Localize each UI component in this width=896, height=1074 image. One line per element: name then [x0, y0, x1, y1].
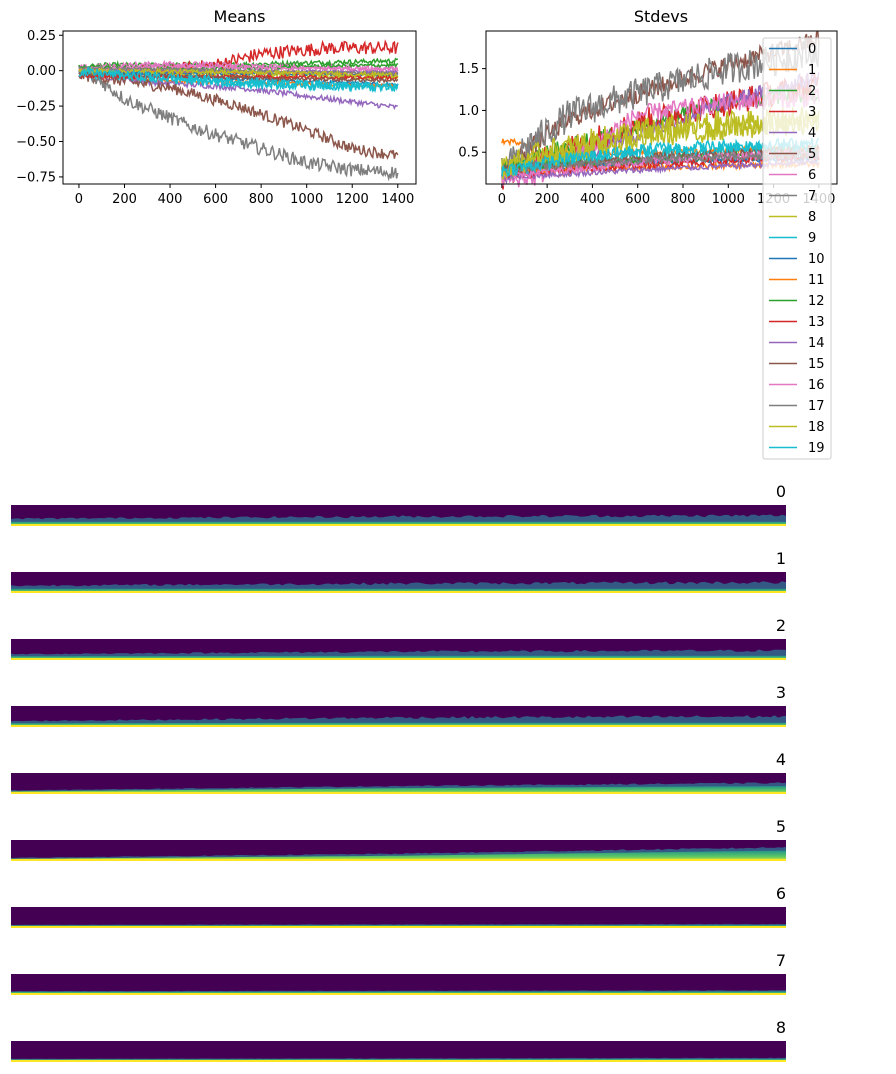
heatmap-panel-2: 2 — [11, 616, 786, 660]
means-title: Means — [214, 7, 266, 26]
stdevs-axes-frame — [485, 30, 838, 185]
stdevs-y-tick-label: 0.5 — [458, 146, 479, 161]
means-y-tick-label: −0.25 — [16, 100, 56, 115]
means-x-tick-label: 1000 — [290, 192, 323, 207]
means-series-line-7 — [78, 67, 399, 182]
means-series-line-5 — [78, 69, 399, 160]
stdevs-x-tick-label: 800 — [671, 192, 696, 207]
legend-label-12: 12 — [808, 294, 825, 309]
stdevs-x-tick-label: 400 — [580, 192, 605, 207]
heatmap-background — [11, 1041, 786, 1062]
heatmap-panel-1: 1 — [11, 549, 786, 593]
means-chart: Means 0 200 400 600 800 1000 1200 1400 −0.75 −0.5… — [16, 7, 417, 207]
heatmap-bottom-edge — [11, 725, 786, 727]
heatmap-title: 8 — [776, 1018, 786, 1037]
legend-label-16: 16 — [808, 378, 825, 393]
legend-label-2: 2 — [808, 84, 816, 99]
heatmap-panel-3: 3 — [11, 683, 786, 727]
legend-label-17: 17 — [808, 399, 825, 414]
legend-label-15: 15 — [808, 357, 825, 372]
heatmap-panel-5: 5 — [11, 817, 786, 861]
heatmap-bottom-edge — [11, 792, 786, 794]
means-x-tick-label: 400 — [158, 192, 183, 207]
means-x-tick-label: 800 — [249, 192, 274, 207]
means-series-line-18 — [78, 66, 399, 79]
means-axes-frame — [62, 30, 417, 185]
means-ticks: 0 200 400 600 800 1000 1200 1400 −0.75 −0.50 −0.25… — [16, 29, 414, 207]
stdevs-y-tick-label: 1.5 — [458, 62, 479, 77]
means-x-tick-label: 600 — [203, 192, 228, 207]
heatmap-panel-0: 0 — [11, 482, 786, 526]
stdevs-x-tick-label: 200 — [535, 192, 560, 207]
heatmap-bottom-edge — [11, 591, 786, 593]
heatmap-bottom-edge — [11, 859, 786, 861]
heatmap-bottom-edge — [11, 1060, 786, 1062]
heatmap-title: 5 — [776, 817, 786, 836]
legend-label-8: 8 — [808, 210, 816, 225]
legend-label-5: 5 — [808, 147, 816, 162]
legend-label-3: 3 — [808, 105, 816, 120]
heatmap-bottom-edge — [11, 658, 786, 660]
means-x-tick-label: 200 — [112, 192, 137, 207]
legend-label-11: 11 — [808, 273, 825, 288]
legend-label-1: 1 — [808, 63, 816, 78]
means-x-tick-label: 1200 — [336, 192, 369, 207]
heatmap-title: 6 — [776, 884, 786, 903]
heatmap-title: 2 — [776, 616, 786, 635]
heatmap-panel-4: 4 — [11, 750, 786, 794]
heatmap-bottom-edge — [11, 926, 786, 928]
heatmap-panel-8: 8 — [11, 1018, 786, 1062]
heatmap-bottom-edge — [11, 993, 786, 995]
stdevs-title: Stdevs — [634, 7, 688, 26]
means-y-tick-label: −0.75 — [16, 170, 56, 185]
means-y-tick-label: 0.00 — [27, 64, 56, 79]
legend-label-7: 7 — [808, 189, 816, 204]
heatmap-title: 4 — [776, 750, 786, 769]
legend-label-6: 6 — [808, 168, 816, 183]
heatmap-background — [11, 907, 786, 928]
legend-label-14: 14 — [808, 336, 825, 351]
means-series-line-19 — [78, 65, 398, 93]
means-series-group — [78, 39, 399, 182]
legend-label-10: 10 — [808, 252, 825, 267]
heatmap-panels: 0 1 2 3 4 5 6 7 8 — [11, 482, 786, 1062]
legend-label-0: 0 — [808, 42, 816, 57]
means-x-tick-label: 0 — [75, 192, 83, 207]
means-series-line-16 — [78, 63, 399, 73]
legend-label-19: 19 — [808, 441, 825, 456]
legend-label-13: 13 — [808, 315, 825, 330]
stdevs-x-tick-label: 1000 — [712, 192, 745, 207]
means-y-tick-label: 0.25 — [27, 29, 56, 44]
heatmap-title: 0 — [776, 482, 786, 501]
legend-label-9: 9 — [808, 231, 816, 246]
heatmap-green-band — [11, 850, 786, 861]
means-x-tick-label: 1400 — [381, 192, 414, 207]
means-y-tick-label: −0.50 — [16, 135, 56, 150]
heatmap-title: 7 — [776, 951, 786, 970]
heatmap-title: 1 — [776, 549, 786, 568]
stdevs-x-tick-label: 0 — [498, 192, 506, 207]
stdevs-x-tick-label: 600 — [625, 192, 650, 207]
legend-label-4: 4 — [808, 126, 816, 141]
heatmap-background — [11, 974, 786, 995]
legend-label-18: 18 — [808, 420, 825, 435]
legend-frame — [762, 37, 832, 460]
heatmap-panel-6: 6 — [11, 884, 786, 928]
heatmap-bottom-edge — [11, 524, 786, 526]
stdevs-y-tick-label: 1.0 — [458, 104, 479, 119]
heatmap-panel-7: 7 — [11, 951, 786, 995]
heatmap-title: 3 — [776, 683, 786, 702]
